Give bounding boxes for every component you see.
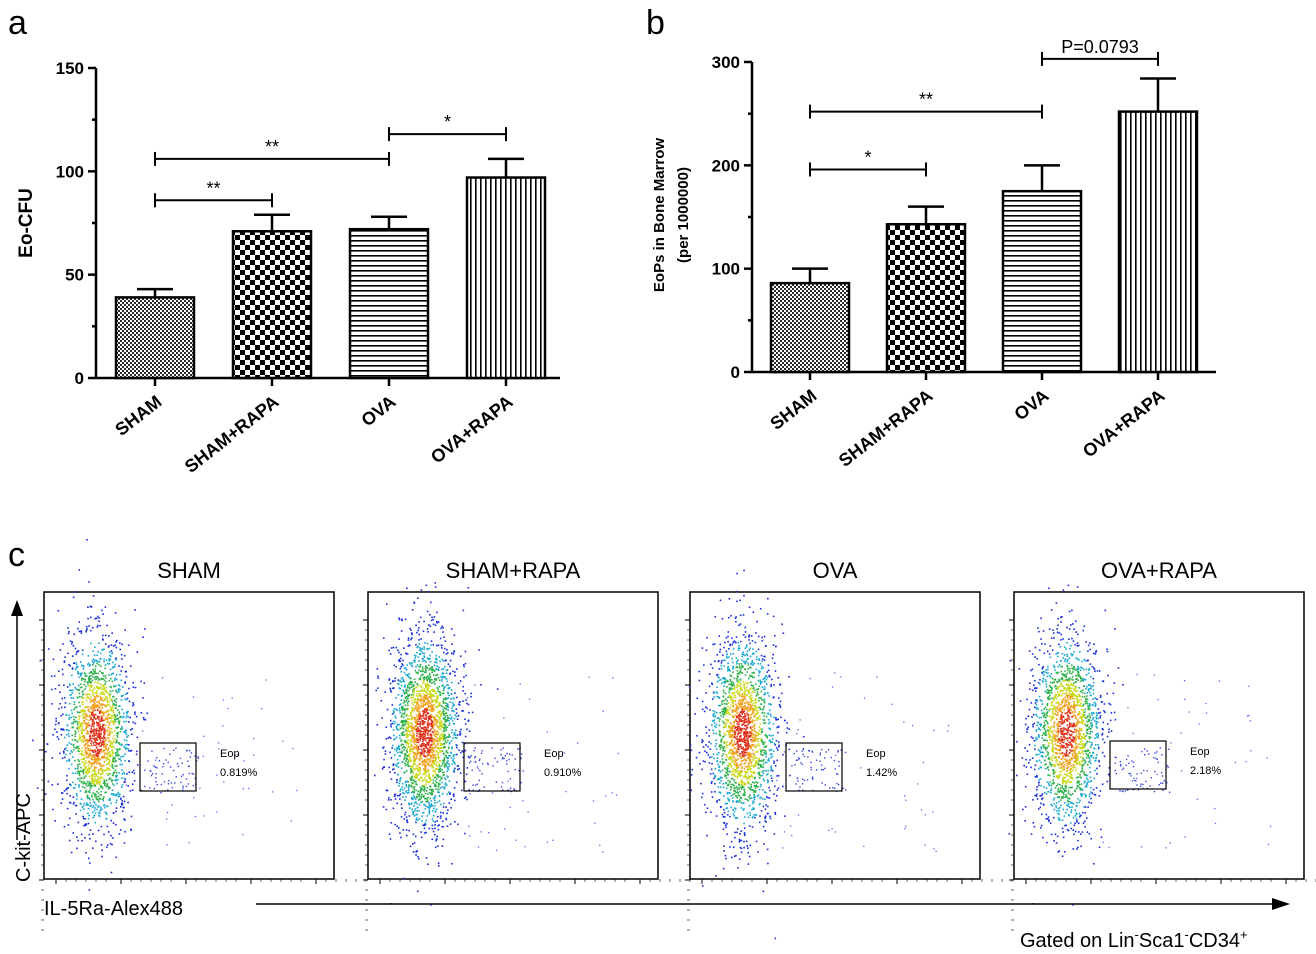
panel-c-letter: c	[8, 536, 25, 574]
panel-b-letter: b	[646, 4, 665, 42]
flow-events	[374, 582, 620, 906]
c-kit-axis-label: C-kit-APC	[13, 793, 35, 882]
a-y-axis-label: Eo-CFU	[16, 188, 37, 258]
b-bar-1	[885, 222, 967, 374]
c-kit-arrowhead-icon	[11, 600, 23, 616]
flow-plot-1: SHAM+RAPA Eop 0.910%	[363, 558, 691, 931]
a-category-label: OVA	[357, 391, 399, 430]
eop-gate-name: Eop	[544, 748, 564, 760]
flow-plot-2: OVA Eop 1.42%	[685, 558, 1013, 940]
flow-plot-frame	[689, 591, 981, 880]
b-category-label: SHAM	[766, 385, 820, 433]
b-bar-0	[769, 281, 851, 374]
flow-plot-title: SHAM+RAPA	[446, 558, 581, 583]
flow-plot-title: OVA	[813, 558, 858, 583]
a-ytick-label: 150	[56, 59, 84, 78]
eop-gate-name: Eop	[220, 748, 240, 760]
panel-a-letter: a	[8, 4, 27, 42]
flow-events	[1008, 584, 1272, 906]
b-sig-label: P=0.0793	[1061, 37, 1139, 57]
b-bar-3	[1117, 110, 1199, 374]
eop-gate	[139, 742, 197, 792]
a-sig-label: **	[206, 178, 220, 198]
a-ytick-label: 100	[56, 162, 84, 181]
eop-gate	[463, 742, 521, 792]
flow-plot-frame	[1013, 591, 1305, 880]
a-ytick-label: 50	[65, 266, 84, 285]
flow-plot-3: OVA+RAPA Eop 2.18%	[1008, 558, 1316, 931]
gating-note: Gated on Lin-Sca1-CD34+	[1020, 927, 1248, 952]
a-bar-2	[348, 227, 430, 380]
b-sig-label: **	[919, 90, 933, 110]
b-y-axis-label-line2: (per 1000000)	[675, 167, 692, 263]
il5ra-axis-label: IL-5Ra-Alex488	[44, 898, 183, 920]
eop-gate-name: Eop	[866, 748, 886, 760]
a-category-label: SHAM	[111, 391, 165, 439]
a-sig-label: **	[265, 137, 279, 157]
a-bar-3	[465, 176, 547, 380]
il5ra-arrowhead-icon	[1272, 898, 1290, 910]
b-ytick-label: 100	[712, 260, 740, 279]
b-ytick-label: 300	[712, 53, 740, 72]
flow-events	[32, 538, 298, 891]
a-bar-0	[114, 296, 196, 380]
panel-c: c SHAM Eop 0.819% SHAM+RAPA Eop 0.910% OVA Eop 1…	[8, 536, 1316, 952]
flow-plot-0: SHAM Eop 0.819%	[32, 538, 367, 931]
b-sig-label: *	[864, 147, 871, 167]
b-y-axis-label-line1: EoPs in Bone Marrow	[651, 138, 668, 293]
b-ytick-label: 200	[712, 156, 740, 175]
eop-gate-value: 1.42%	[866, 767, 897, 779]
flow-plot-title: SHAM	[157, 558, 221, 583]
a-category-label: OVA+RAPA	[427, 391, 516, 467]
eop-gate	[1109, 740, 1167, 790]
eop-gate-value: 2.18%	[1190, 765, 1221, 777]
b-ytick-label: 0	[731, 363, 740, 382]
eop-gate	[785, 742, 843, 792]
flow-events	[688, 569, 950, 940]
eop-gate-name: Eop	[1190, 746, 1210, 758]
b-category-label: OVA+RAPA	[1079, 385, 1168, 461]
a-sig-label: *	[444, 112, 451, 132]
flow-plot-frame	[43, 591, 335, 880]
b-bar-2	[1001, 189, 1083, 374]
a-category-label: SHAM+RAPA	[181, 391, 283, 476]
flow-plot-title: OVA+RAPA	[1101, 558, 1217, 583]
panel-c-flow-plots: SHAM Eop 0.819% SHAM+RAPA Eop 0.910% OVA Eop 1.4…	[32, 538, 1316, 940]
b-category-label: SHAM+RAPA	[835, 385, 937, 470]
a-bar-1	[231, 230, 313, 380]
eop-gate-value: 0.819%	[220, 767, 258, 779]
b-category-label: OVA	[1010, 385, 1052, 424]
a-ytick-label: 0	[75, 369, 84, 388]
eop-gate-value: 0.910%	[544, 767, 582, 779]
